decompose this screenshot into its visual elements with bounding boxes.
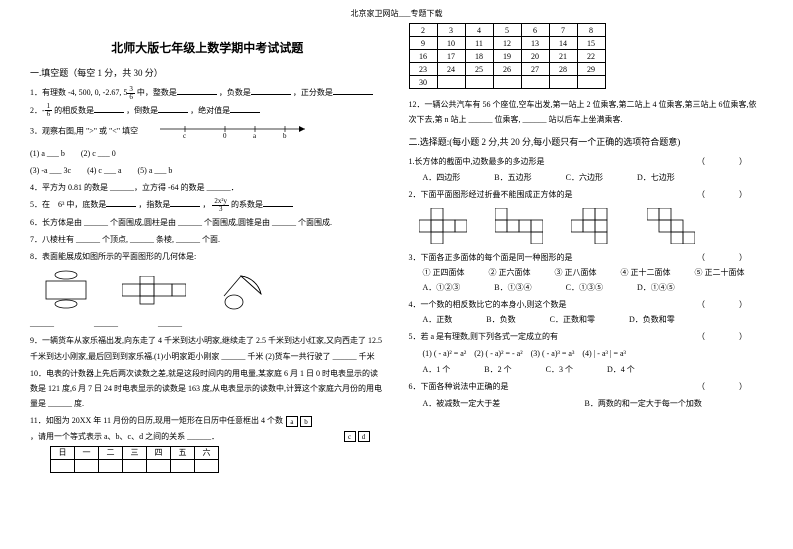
s2q4: 4．一个数的相反数比它的本身小,则这个数是 （ ） (409, 297, 764, 312)
q9: 9．一辆货车从家乐福出发,向东走了 4 千米到达小明家,继续走了 2.5 千米到… (30, 333, 385, 363)
s2q2: 2．下面平面图形经过折叠不能围成正方体的是 （ ） (409, 187, 764, 202)
mini-a: a (286, 416, 298, 427)
frac-3-6: 36 (127, 86, 135, 101)
number-line-figure: c 0 a b (160, 120, 310, 143)
svg-text:a: a (253, 132, 257, 138)
q8-labels: ______ ______ ______ (30, 316, 385, 331)
answer-paren: （ ） (697, 329, 753, 344)
net-b-icon (495, 208, 543, 244)
q3-line2: (3) -a ___ 3c (4) c ___ a (5) a ___ b (30, 163, 385, 178)
cal-head: 四 (147, 446, 171, 459)
mini-b: b (300, 416, 312, 427)
q1: 1．有理数 -4, 500, 0, -2.67, 536 中，整数是 ，负数是 … (30, 85, 385, 101)
blank (263, 198, 293, 207)
s2q3-row1: ① 正四面体 ② 正六面体 ③ 正八面体 ④ 正十二面体 ⑤ 正二十面体 (423, 267, 764, 278)
net-c-icon (571, 208, 619, 244)
q12: 12．一辆公共汽车有 56 个座位,空车出发,第一站上 2 位乘客,第二站上 4… (409, 97, 764, 127)
q3: 3．观察右图,用 ">" 或 "<" 填空 c 0 a b (30, 120, 385, 143)
page-content: 北师大版七年级上数学期中考试试题 一.填空题（每空 1 分，共 30 分） 1．… (0, 23, 793, 475)
q5-b: ，指数是 (138, 200, 170, 209)
left-column: 北师大版七年级上数学期中考试试题 一.填空题（每空 1 分，共 30 分） 1．… (30, 23, 385, 475)
exam-title: 北师大版七年级上数学期中考试试题 (30, 39, 385, 56)
s2q5-opts: A．1 个 B．2 个 C．3 个 D．4 个 (423, 364, 764, 375)
page-header: 北京家卫网站___专题下载 (0, 0, 793, 23)
answer-paren: （ ） (697, 187, 753, 202)
net-a-icon (419, 208, 467, 244)
svg-text:b: b (283, 132, 287, 138)
q11-a: 11．如图为 20XX 年 11 月份的日历,现用一矩形在日历中任意框出 4 个… (30, 416, 283, 425)
q11: 11．如图为 20XX 年 11 月份的日历,现用一矩形在日历中任意框出 4 个… (30, 413, 385, 443)
q1-pos: ，正分数是 (293, 88, 333, 97)
answer-paren: （ ） (697, 297, 753, 312)
q2-a: 的相反数是 (54, 106, 94, 115)
net-cylinder-icon (40, 270, 92, 310)
cal-head: 一 (75, 446, 99, 459)
q11-b: ，请用一个等式表示 a、b、c、d 之间的关系 ______． (30, 432, 219, 441)
blank (230, 104, 260, 113)
svg-text:c: c (183, 132, 186, 138)
q2-pre: 2．- (30, 106, 45, 115)
frac-2x3y: 2x²y3 (212, 198, 229, 213)
q5-c: ， (202, 200, 210, 209)
blank (251, 86, 291, 95)
net-cuboid-icon (122, 276, 186, 310)
s2q1: 1.长方体的截面中,边数最多的多边形是 （ ） (409, 154, 764, 169)
frac-1-6: 16 (45, 103, 53, 118)
section1-head: 一.填空题（每空 1 分，共 30 分） (30, 66, 385, 79)
right-column: 2345678 9101112131415 16171819202122 232… (409, 23, 764, 475)
s2q1-opts: A．四边形 B．五边形 C．六边形 D．七边形 (423, 172, 764, 183)
q10: 10．电表的计数器上先后两次读数之差,就是这段时间内的用电量,某家庭 6 月 1… (30, 366, 385, 412)
cal-head: 六 (195, 446, 219, 459)
blank (106, 198, 136, 207)
cal-head: 日 (51, 446, 75, 459)
answer-paren: （ ） (697, 154, 753, 169)
q5: 5．在 6³ 中，底数是 ，指数是 ， 2x²y3 的系数是 (30, 197, 385, 213)
blank (170, 198, 200, 207)
s2q4-opts: A．正数 B．负数 C．正数和零 D．负数和零 (423, 314, 764, 325)
q8: 8．表面能展成如图所示的平面图形的几何体是: (30, 249, 385, 264)
mini-cd: cd (343, 429, 371, 444)
cal-head: 二 (99, 446, 123, 459)
s2q6-opts: A．被减数一定大于差 B．两数的和一定大于每一个加数 (423, 396, 764, 411)
net-cone-icon (216, 274, 266, 310)
cal-head: 五 (171, 446, 195, 459)
q1-mid: 中，整数是 (137, 88, 177, 97)
s2q3-opts: A．①②③ B．①③④ C．①③⑤ D．①④⑤ (423, 282, 764, 293)
blank (158, 104, 188, 113)
blank (333, 86, 373, 95)
blank (177, 86, 217, 95)
q2: 2．-16 的相反数是 ，倒数是 ，绝对值是 (30, 103, 385, 119)
q5-pre: 5．在 6³ 中，底数是 (30, 200, 106, 209)
q4: 4．平方为 0.81 的数是 ______，立方得 -64 的数是 ______… (30, 180, 385, 195)
section2-head: 二.选择题:(每小题 2 分,共 20 分,每小题只有一个正确的选项符合题意) (409, 135, 764, 148)
nets-figures (40, 270, 385, 310)
answer-paren: （ ） (697, 250, 753, 265)
q6: 6．长方体是由 ______ 个面围成,圆柱是由 ______ 个面围成,圆锥是… (30, 215, 385, 230)
svg-text:0: 0 (223, 132, 227, 138)
q2-c: ，绝对值是 (190, 106, 230, 115)
s2q6: 6．下面各种说法中正确的是 （ ） (409, 379, 764, 394)
q1-neg: ，负数是 (219, 88, 251, 97)
cal-head: 三 (123, 446, 147, 459)
net-d-icon (647, 208, 695, 244)
s2q3: 3．下面各正多面体的每个面是同一种图形的是 （ ） (409, 250, 764, 265)
calendar-small: 日 一 二 三 四 五 六 (50, 446, 219, 473)
s2q5-row: (1) ( - a)² = a² (2) ( - a)² = - a² (3) … (423, 346, 764, 361)
q3-text: 3．观察右图,用 ">" 或 "<" 填空 (30, 127, 138, 136)
q1-pre: 1．有理数 -4, 500, 0, -2.67, 5 (30, 88, 127, 97)
q2-b: ，倒数是 (126, 106, 158, 115)
calendar-big: 2345678 9101112131415 16171819202122 232… (409, 23, 606, 89)
q5-d: 的系数是 (231, 200, 263, 209)
q7: 7．八棱柱有 ______ 个顶点, ______ 条棱, ______ 个面. (30, 232, 385, 247)
q3-line1: (1) a ___ b (2) c ___ 0 (30, 146, 385, 161)
cube-nets (419, 208, 764, 244)
blank (94, 104, 124, 113)
answer-paren: （ ） (697, 379, 753, 394)
s2q5: 5．若 a 是有理数,则下列各式一定成立的有 （ ） (409, 329, 764, 344)
